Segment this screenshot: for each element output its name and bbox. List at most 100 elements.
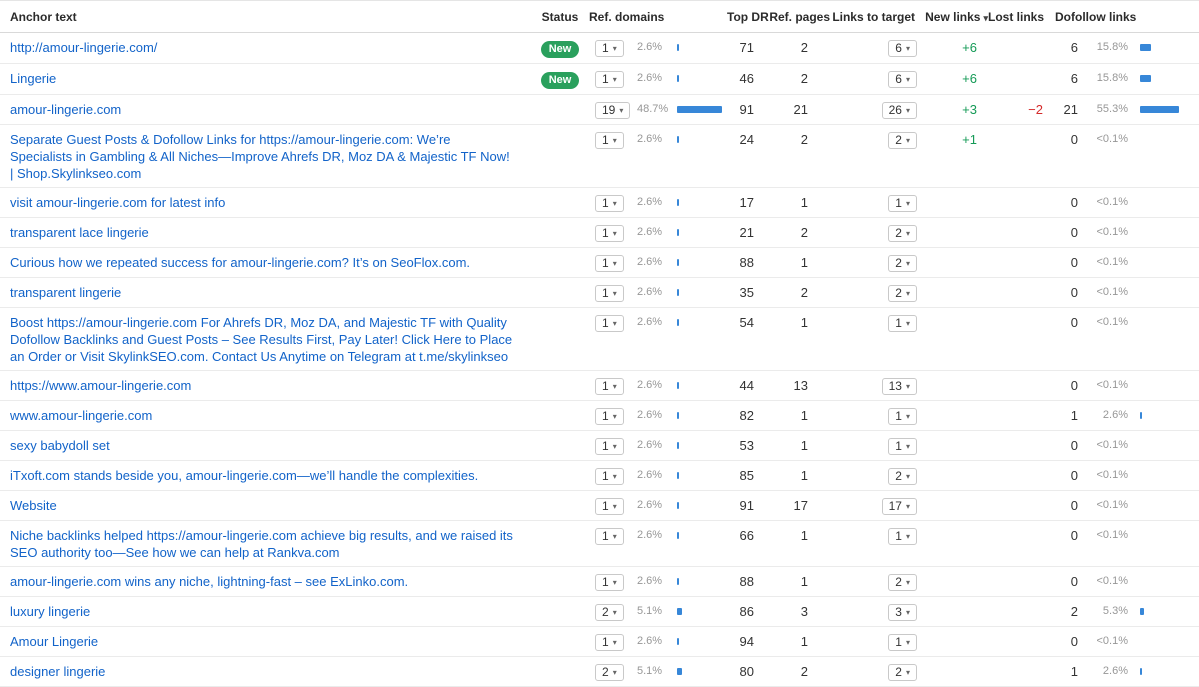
ref-domains-bar [677,412,680,419]
links-to-target-dropdown[interactable]: 1 ▾ [888,194,917,212]
anchor-link[interactable]: https://www.amour-lingerie.com [10,377,192,393]
ref-domains-bar [677,199,680,206]
links-to-target-dropdown[interactable]: 1 ▾ [888,407,917,425]
col-header-lost-links[interactable]: Lost links [988,0,1048,33]
table-row: Separate Guest Posts & Dofollow Links fo… [0,124,1199,188]
col-header-top-dr[interactable]: Top DR [727,0,769,33]
lost-links-value [988,430,1048,461]
dropdown-value: 26 [888,102,902,117]
links-to-target-dropdown[interactable]: 2 ▾ [888,573,917,591]
anchor-link[interactable]: Niche backlinks helped https://amour-lin… [10,527,513,560]
links-to-target-dropdown[interactable]: 1 ▾ [888,633,917,651]
chevron-down-icon: ▾ [612,411,617,421]
new-links-value [918,307,988,371]
chevron-down-icon: ▾ [905,105,910,115]
col-header-links-to-target[interactable]: Links to target [830,0,918,33]
ref-domains-dropdown[interactable]: 1 ▾ [595,633,624,651]
dropdown-value: 2 [602,604,609,619]
col-header-dofollow-links[interactable]: Dofollow links [1048,0,1199,33]
ref-domains-dropdown[interactable]: 1 ▾ [595,284,624,302]
dofollow-count: 0 [1070,437,1078,453]
col-header-new-links[interactable]: New links ▾ [918,0,988,33]
anchor-link[interactable]: transparent lace lingerie [10,224,149,240]
links-to-target-dropdown[interactable]: 13 ▾ [881,377,917,395]
ref-domains-dropdown[interactable]: 19 ▾ [595,101,631,119]
ref-domains-dropdown[interactable]: 1 ▾ [595,224,624,242]
links-to-target-dropdown[interactable]: 2 ▾ [888,467,917,485]
ref-domains-dropdown[interactable]: 2 ▾ [595,603,624,621]
dropdown-value: 2 [895,574,902,589]
links-to-target-dropdown[interactable]: 2 ▾ [888,254,917,272]
ref-domains-dropdown[interactable]: 1 ▾ [595,377,624,395]
dofollow-count: 21 [1063,101,1078,117]
links-to-target-dropdown[interactable]: 1 ▾ [888,314,917,332]
ref-domains-dropdown[interactable]: 1 ▾ [595,131,624,149]
ref-domains-dropdown[interactable]: 1 ▾ [595,437,624,455]
col-header-anchor-text[interactable]: Anchor text [0,0,531,33]
anchor-link[interactable]: Amour Lingerie [10,633,99,649]
anchor-link[interactable]: luxury lingerie [10,603,91,619]
ref-domains-dropdown[interactable]: 1 ▾ [595,194,624,212]
anchor-link[interactable]: www.amour-lingerie.com [10,407,153,423]
chevron-down-icon: ▾ [612,135,617,145]
links-to-target-dropdown[interactable]: 2 ▾ [888,284,917,302]
table-body: http://amour-lingerie.com/New 1 ▾ 2.6% 71 2 6 ▾… [0,32,1199,687]
anchor-link[interactable]: Curious how we repeated success for amou… [10,254,471,270]
ref-domains-bar [677,502,680,509]
dropdown-value: 17 [888,498,902,513]
ref-domains-dropdown[interactable]: 1 ▾ [595,467,624,485]
links-to-target-dropdown[interactable]: 1 ▾ [888,527,917,545]
ref-domains-dropdown[interactable]: 2 ▾ [595,663,624,681]
ref-domains-dropdown[interactable]: 1 ▾ [595,254,624,272]
col-header-label: Ref. domains [589,9,665,24]
col-header-ref-domains[interactable]: Ref. domains [589,0,727,33]
ref-domains-bar [677,136,680,143]
chevron-down-icon: ▾ [905,637,910,647]
table-row: visit amour-lingerie.com for latest info… [0,187,1199,218]
links-to-target-dropdown[interactable]: 17 ▾ [881,497,917,515]
dropdown-value: 2 [895,285,902,300]
anchor-link[interactable]: Boost https://amour-lingerie.com For Ahr… [10,314,513,364]
dofollow-bar [1140,74,1152,82]
new-links-value: +3 [918,94,988,125]
chevron-down-icon: ▾ [612,441,617,451]
ref-domains-dropdown[interactable]: 1 ▾ [595,314,624,332]
links-to-target-dropdown[interactable]: 2 ▾ [888,663,917,681]
links-to-target-dropdown[interactable]: 2 ▾ [888,224,917,242]
links-to-target-dropdown[interactable]: 26 ▾ [881,101,917,119]
anchor-link[interactable]: iTxoft.com stands beside you, amour-ling… [10,467,479,483]
anchor-link[interactable]: amour-lingerie.com wins any niche, light… [10,573,409,589]
new-links-value [918,430,988,461]
ref-domains-dropdown[interactable]: 1 ▾ [595,39,624,57]
table-row: Amour Lingerie 1 ▾ 2.6% 94 1 1 ▾ 0 <0.1% [0,626,1199,657]
anchor-link[interactable]: designer lingerie [10,663,106,679]
anchor-link[interactable]: Lingerie [10,70,57,86]
chevron-down-icon: ▾ [905,607,910,617]
ref-domains-dropdown[interactable]: 1 ▾ [595,573,624,591]
lost-links-value [988,596,1048,627]
links-to-target-dropdown[interactable]: 3 ▾ [888,603,917,621]
links-to-target-dropdown[interactable]: 1 ▾ [888,437,917,455]
table-row: Website 1 ▾ 2.6% 91 17 17 ▾ 0 <0.1% [0,490,1199,521]
anchor-link[interactable]: amour-lingerie.com [10,101,122,117]
dofollow-percent: <0.1% [1096,574,1129,587]
ref-domains-dropdown[interactable]: 1 ▾ [595,407,624,425]
anchor-link[interactable]: visit amour-lingerie.com for latest info [10,194,226,210]
anchor-link[interactable]: Separate Guest Posts & Dofollow Links fo… [10,131,510,181]
links-to-target-dropdown[interactable]: 6 ▾ [888,39,917,57]
col-header-ref-pages[interactable]: Ref. pages [760,0,830,33]
ref-domains-dropdown[interactable]: 1 ▾ [595,527,624,545]
ref-pages-value: 2 [760,656,830,687]
anchor-link[interactable]: transparent lingerie [10,284,122,300]
col-header-status[interactable]: Status [531,0,589,33]
anchor-link[interactable]: sexy babydoll set [10,437,110,453]
ref-domains-dropdown[interactable]: 1 ▾ [595,70,624,88]
ref-domains-dropdown[interactable]: 1 ▾ [595,497,624,515]
ref-domains-bar [677,472,680,479]
ref-domains-percent: 2.6% [637,635,663,647]
anchor-link[interactable]: Website [10,497,57,513]
links-to-target-dropdown[interactable]: 2 ▾ [888,131,917,149]
links-to-target-dropdown[interactable]: 6 ▾ [888,70,917,88]
anchor-link[interactable]: http://amour-lingerie.com/ [10,39,158,55]
col-header-label: Links to target [832,9,915,24]
